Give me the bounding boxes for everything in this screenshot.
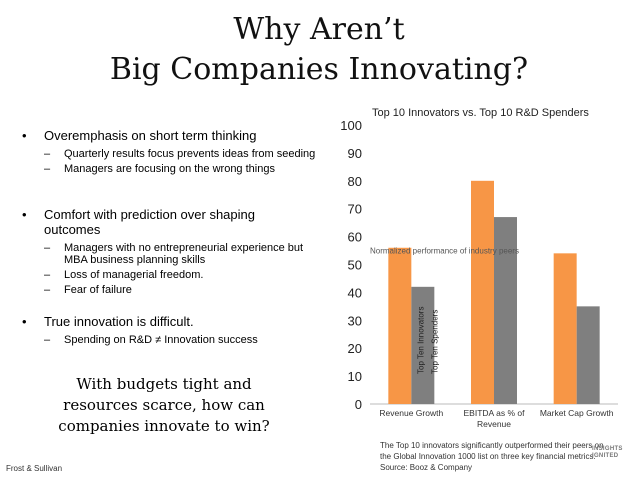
y-tick-label: 60	[348, 230, 362, 245]
x-tick-label: EBITDA as % of	[464, 408, 526, 418]
annotation-peers: Normalized performance of industry peers	[370, 247, 519, 256]
y-tick-label: 40	[348, 285, 362, 300]
x-tick-label: Market Cap Growth	[540, 408, 614, 418]
y-tick-label: 70	[348, 202, 362, 217]
bar-innovators	[471, 180, 494, 404]
bullet-difficult: True innovation is difficult.	[22, 314, 342, 329]
y-tick-label: 20	[348, 341, 362, 356]
sub-bullet-wrong-things: Managers are focusing on the wrong thing…	[22, 163, 342, 175]
legend-label-innovators: Top Ten Innovators	[416, 307, 425, 374]
y-tick-label: 80	[348, 174, 362, 189]
title-line-1: Why Aren’t	[233, 12, 405, 47]
y-tick-label: 0	[355, 397, 362, 412]
sub-bullet-fear: Fear of failure	[22, 284, 342, 296]
sub-bullet-mba: Managers with no entrepreneurial experie…	[22, 242, 309, 266]
logo-line-1: INSIGHTS	[592, 446, 623, 452]
sub-bullet-freedom: Loss of managerial freedom.	[22, 269, 342, 281]
sub-bullet-quarterly: Quarterly results focus prevents ideas f…	[22, 148, 342, 160]
bar-spenders	[576, 306, 600, 404]
bar-innovators	[388, 247, 412, 404]
bar-innovators	[553, 253, 577, 404]
slide-title: Why Aren’t Big Companies Innovating?	[0, 10, 638, 90]
bullet-prediction: Comfort with prediction over shaping out…	[22, 207, 294, 237]
bullet-list: Overemphasis on short term thinking Quar…	[22, 128, 342, 346]
y-tick-label: 50	[348, 258, 362, 273]
legend-label-spenders: Top Ten Spenders	[430, 310, 439, 374]
x-tick-label: Revenue Growth	[379, 408, 443, 418]
chart-caption: The Top 10 innovators significantly outp…	[380, 441, 604, 472]
callout-question: With budgets tight and resources scarce,…	[58, 375, 270, 435]
bullet-short-term: Overemphasis on short term thinking	[22, 128, 342, 143]
footer-source-left: Frost & Sullivan	[6, 464, 63, 473]
y-tick-label: 10	[348, 369, 362, 384]
x-tick-label: Revenue	[477, 419, 511, 429]
title-line-2: Big Companies Innovating?	[109, 52, 529, 87]
bar-spenders	[494, 217, 517, 404]
y-tick-label: 90	[348, 146, 362, 161]
chart-title: Top 10 Innovators vs. Top 10 R&D Spender…	[372, 107, 589, 119]
insights-ignited-logo: INSIGHTS IGNITED	[592, 446, 623, 460]
sub-bullet-rnd: Spending on R&D ≠ Innovation success	[22, 334, 342, 346]
y-tick-label: 100	[340, 118, 362, 133]
y-tick-label: 30	[348, 313, 362, 328]
bar-spenders	[411, 286, 435, 404]
logo-line-2: IGNITED	[592, 453, 619, 459]
